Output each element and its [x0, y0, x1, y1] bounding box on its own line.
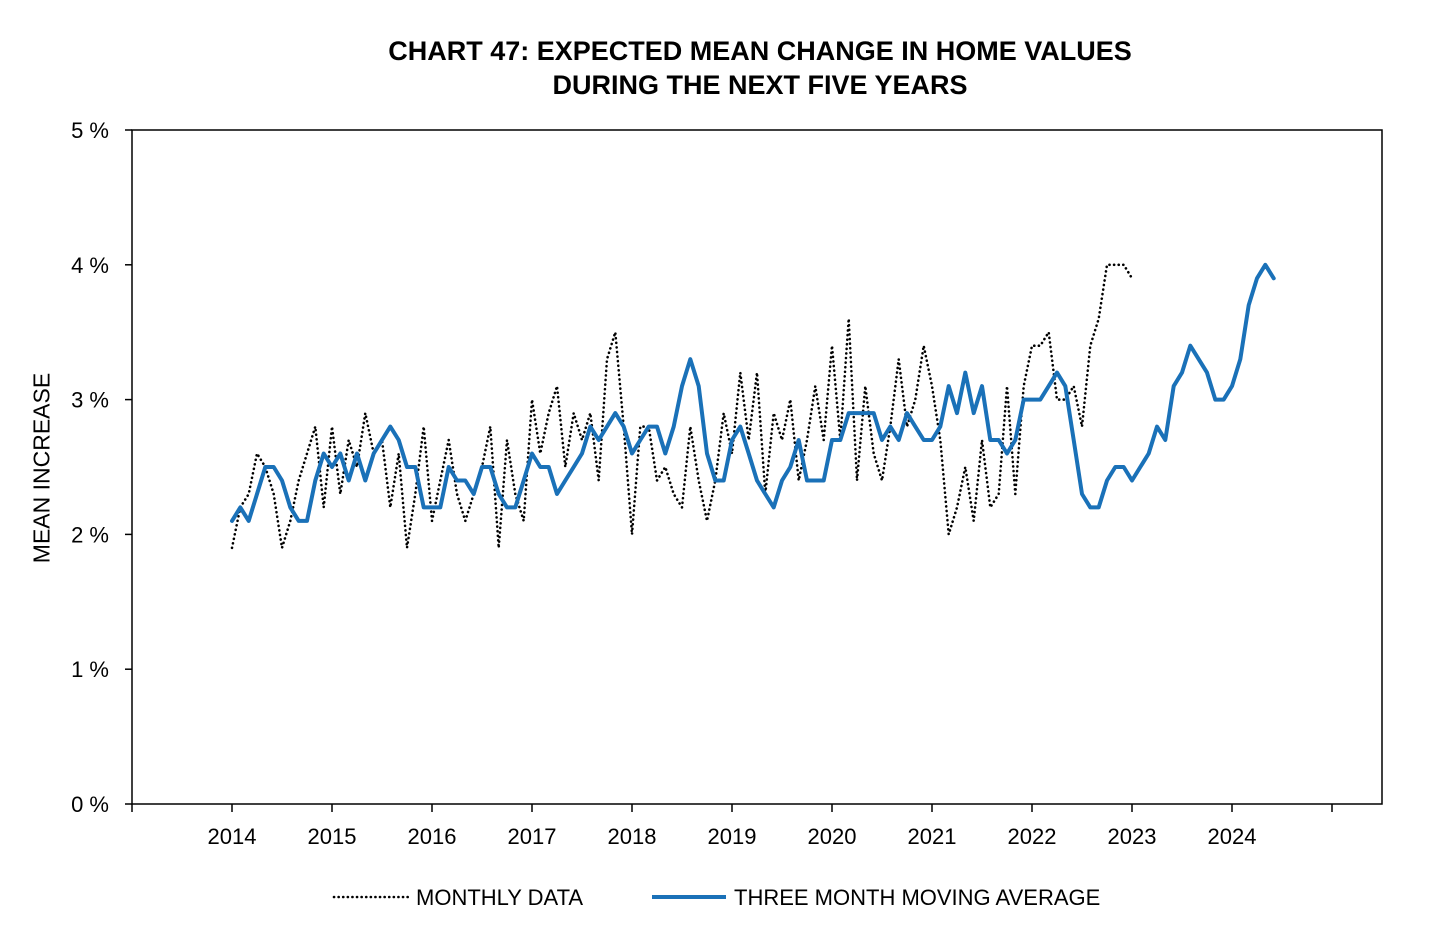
legend-label-monthly: MONTHLY DATA	[416, 885, 583, 910]
x-tick-label: 2019	[708, 824, 757, 849]
y-tick-label: 2 %	[71, 522, 109, 547]
plot-frame	[131, 129, 1383, 805]
x-tick-label: 2015	[308, 824, 357, 849]
x-tick-label: 2014	[208, 824, 257, 849]
y-tick-label: 4 %	[71, 253, 109, 278]
legend-label-moving-average: THREE MONTH MOVING AVERAGE	[734, 885, 1100, 910]
y-tick-label: 1 %	[71, 657, 109, 682]
series-line-1	[230, 263, 1134, 550]
x-tick-label: 2016	[408, 824, 457, 849]
series-line-2	[230, 262, 1276, 523]
x-tick-label: 2024	[1208, 824, 1257, 849]
x-tick-label: 2018	[608, 824, 657, 849]
y-tick-label: 3 %	[71, 388, 109, 413]
x-tick-label: 2021	[908, 824, 957, 849]
chart-title: CHART 47: EXPECTED MEAN CHANGE IN HOME V…	[388, 36, 1132, 66]
y-tick-label: 0 %	[71, 792, 109, 817]
x-tick-label: 2022	[1008, 824, 1057, 849]
x-tick-label: 2023	[1108, 824, 1157, 849]
chart-subtitle: DURING THE NEXT FIVE YEARS	[552, 70, 968, 100]
x-tick-label: 2017	[508, 824, 557, 849]
y-tick-label: 5 %	[71, 118, 109, 143]
x-tick-label: 2020	[808, 824, 857, 849]
